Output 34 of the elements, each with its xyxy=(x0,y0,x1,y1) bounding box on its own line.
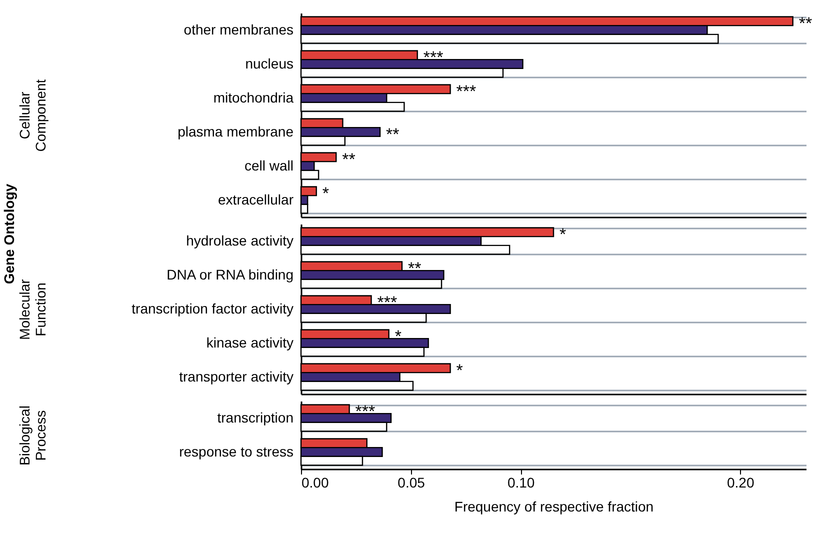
y-axis-title: Biological Process xyxy=(16,406,48,466)
annotation: * xyxy=(322,184,330,204)
x-axis-title: Frequency of respective fraction xyxy=(454,498,654,514)
x-tick-label: 0.20 xyxy=(727,474,754,490)
annotation: * xyxy=(394,327,402,346)
y-tick-label: transcription xyxy=(217,410,294,426)
annotation: ** xyxy=(408,259,422,278)
x-tick-label: 0.05 xyxy=(398,474,426,490)
y-tick-label: transporter activity xyxy=(179,368,294,384)
y-tick-label: nucleus xyxy=(245,56,294,72)
y-tick-label: cell wall xyxy=(244,158,294,174)
y-tick-label: transcription factor activity xyxy=(132,300,294,316)
annotation: *** xyxy=(377,293,398,312)
x-tick-label: 0.00 xyxy=(302,474,329,490)
y-tick-label: kinase activity xyxy=(206,334,294,350)
y-tick-label: response to stress xyxy=(179,444,294,460)
y-tick-label: other membranes xyxy=(184,22,294,38)
y-tick-label: DNA or RNA binding xyxy=(166,266,294,282)
annotation: *** xyxy=(355,402,376,422)
annotation: * xyxy=(456,361,464,380)
y-tick-label: hydrolase activity xyxy=(186,232,294,248)
y-tick-label: plasma membrane xyxy=(178,124,294,140)
text: Gene Ontology xyxy=(1,184,17,284)
annotation: ** xyxy=(798,14,812,34)
annotation: *** xyxy=(456,82,477,102)
annotation: * xyxy=(560,225,566,244)
y-tick-label: mitochondria xyxy=(213,90,294,106)
y-axis-title: Molecular Function xyxy=(16,278,48,340)
annotation: *** xyxy=(423,48,444,68)
y-tick-label: extracellular xyxy=(218,192,294,208)
x-tick-label: 0.10 xyxy=(507,474,535,490)
y-axis-title: Cellular Component xyxy=(16,79,48,152)
annotation: ** xyxy=(386,125,400,144)
annotation: ** xyxy=(342,150,356,170)
